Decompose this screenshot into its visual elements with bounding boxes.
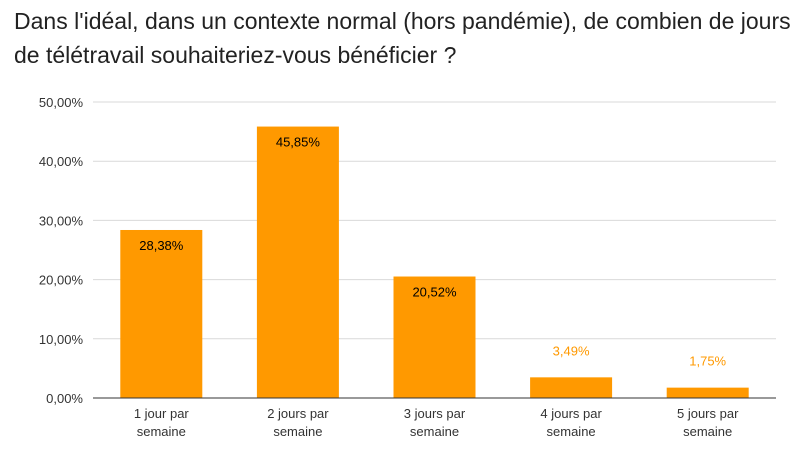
x-tick-label: 5 jours par	[677, 406, 739, 421]
data-labels: 28,38% 45,85% 20,52% 3,49% 1,75%	[139, 135, 726, 369]
data-label: 3,49%	[553, 343, 590, 358]
x-tick-label: semaine	[137, 424, 186, 439]
x-tick-label: semaine	[683, 424, 732, 439]
bar	[393, 276, 476, 398]
y-tick-label: 20,00%	[39, 273, 84, 288]
x-tick-label: semaine	[273, 424, 322, 439]
x-tick-label: semaine	[547, 424, 596, 439]
y-tick-label: 0,00%	[46, 391, 83, 406]
data-label: 20,52%	[412, 285, 457, 300]
x-tick-label: 2 jours par	[267, 406, 329, 421]
bar	[120, 229, 203, 398]
bar	[256, 126, 339, 399]
y-tick-label: 50,00%	[39, 95, 84, 110]
y-axis-ticks: 0,00% 10,00% 20,00% 30,00% 40,00% 50,00%	[39, 95, 84, 406]
x-tick-label: semaine	[410, 424, 459, 439]
data-label: 28,38%	[139, 238, 184, 253]
x-axis-labels: 1 jour par semaine 2 jours par semaine 3 jou…	[134, 406, 739, 439]
x-tick-label: 4 jours par	[540, 406, 602, 421]
y-tick-label: 40,00%	[39, 154, 84, 169]
bar	[666, 387, 749, 398]
y-tick-label: 10,00%	[39, 332, 84, 347]
data-label: 1,75%	[689, 354, 726, 369]
y-tick-label: 30,00%	[39, 213, 84, 228]
chart-title: Dans l'idéal, dans un contexte normal (h…	[14, 8, 791, 68]
x-tick-label: 3 jours par	[404, 406, 466, 421]
x-tick-label: 1 jour par	[134, 406, 190, 421]
bar	[530, 377, 613, 398]
data-label: 45,85%	[276, 135, 321, 150]
bars	[120, 126, 749, 399]
